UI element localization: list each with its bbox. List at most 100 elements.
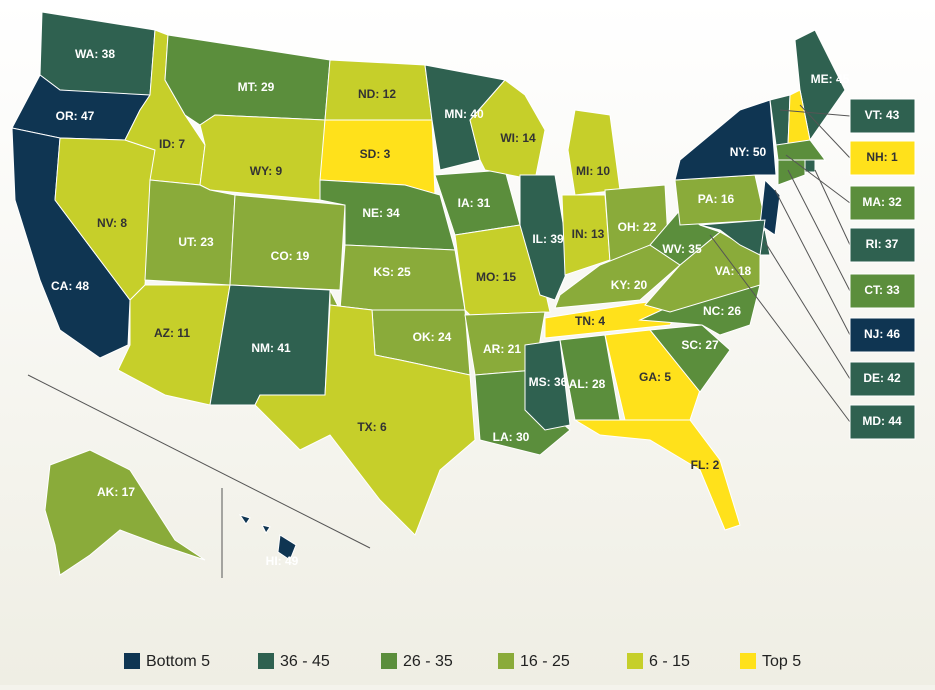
state — [199, 114, 326, 201]
state-label: GA: 5 — [639, 370, 671, 384]
callout-line — [814, 169, 851, 246]
legend-swatch — [498, 653, 514, 669]
state-label: KY: 20 — [611, 278, 648, 292]
state-label: NE: 34 — [362, 206, 400, 220]
state-label: IA: 31 — [458, 196, 491, 210]
state — [254, 304, 476, 536]
state-label: VT: 43 — [865, 108, 900, 122]
divider — [27, 374, 371, 549]
state-label: WI: 14 — [500, 131, 536, 145]
state-label: MA: 32 — [862, 195, 902, 209]
state-label: MT: 29 — [238, 80, 275, 94]
state-label: IL: 39 — [532, 232, 564, 246]
state-label: DE: 42 — [863, 371, 901, 385]
state-label: CO: 19 — [271, 249, 310, 263]
state-label: TX: 6 — [357, 420, 387, 434]
state-label: NM: 41 — [251, 341, 291, 355]
state — [144, 179, 236, 286]
legend-label: 6 - 15 — [649, 653, 690, 670]
callout-box — [849, 404, 916, 440]
state — [519, 174, 571, 301]
state-label: ND: 12 — [358, 87, 396, 101]
legend-label: Bottom 5 — [146, 653, 210, 670]
state-label: MS: 36 — [529, 375, 568, 389]
state — [699, 219, 766, 256]
state-label: SC: 27 — [681, 338, 719, 352]
state-label: NJ: 46 — [864, 327, 900, 341]
callout-box — [849, 185, 916, 221]
callout-box — [849, 98, 916, 134]
legend: Bottom 5 36 - 45 26 - 35 16 - 25 6 - 15 Top 5 — [124, 653, 801, 670]
state-label: AK: 17 — [97, 485, 135, 499]
state-label: FL: 2 — [691, 458, 720, 472]
state — [229, 194, 346, 291]
state-label: VA: 18 — [715, 264, 752, 278]
state-label: OH: 22 — [618, 220, 657, 234]
state-label: WY: 9 — [250, 164, 283, 178]
state — [649, 209, 722, 266]
callout-line — [787, 169, 851, 292]
callout-line — [764, 241, 851, 380]
legend-swatch — [124, 653, 140, 669]
legend-label: Top 5 — [762, 653, 801, 670]
callout-line — [779, 109, 851, 117]
state-label: NV: 8 — [97, 216, 127, 230]
legend-swatch — [381, 653, 397, 669]
callout-box — [849, 227, 916, 263]
state-label: ME: 45 — [811, 72, 850, 86]
state-label: CT: 33 — [864, 283, 900, 297]
state-label: UT: 23 — [178, 235, 214, 249]
legend-label: 26 - 35 — [403, 653, 453, 670]
state-label: RI: 37 — [866, 237, 899, 251]
state-label: MI: 10 — [576, 164, 610, 178]
state-label: MO: 15 — [476, 270, 516, 284]
state-label: WV: 35 — [662, 242, 702, 256]
callout-line — [774, 189, 851, 336]
state-label: HI: 49 — [266, 554, 299, 568]
state-label: CA: 48 — [51, 279, 89, 293]
state-label: OR: 47 — [56, 109, 95, 123]
state-label: IN: 13 — [572, 227, 605, 241]
state-label: MN: 40 — [444, 107, 484, 121]
callout-box — [849, 361, 916, 397]
states — [11, 11, 846, 576]
state-label: ID: 7 — [159, 137, 185, 151]
state-label: NC: 26 — [703, 304, 741, 318]
legend-swatch — [740, 653, 756, 669]
state-label: KS: 25 — [373, 265, 411, 279]
callout-line — [709, 234, 851, 423]
callout-line — [785, 154, 851, 204]
callout-box — [849, 317, 916, 353]
state-label: AZ: 11 — [154, 326, 190, 340]
state-label: TN: 4 — [575, 314, 605, 328]
callout-box — [849, 140, 916, 176]
legend-swatch — [258, 653, 274, 669]
state-label: NH: 1 — [866, 150, 898, 164]
state — [238, 514, 251, 525]
state-label: MD: 44 — [862, 414, 902, 428]
state — [567, 109, 621, 196]
callout-line — [799, 104, 851, 159]
legend-label: 36 - 45 — [280, 653, 330, 670]
legend-swatch — [627, 653, 643, 669]
state — [604, 329, 701, 421]
state-labels: WA: 38 OR: 47 CA: 48 NV: 8 ID: 7 MT: 29 WY: 9 U… — [51, 47, 916, 568]
state-label: AL: 28 — [569, 377, 606, 391]
state — [524, 339, 571, 431]
state-label: AR: 21 — [483, 342, 521, 356]
state — [649, 324, 731, 393]
state — [573, 419, 741, 531]
state — [777, 159, 806, 186]
legend-label: 16 - 25 — [520, 653, 570, 670]
state — [775, 139, 826, 161]
state — [674, 99, 777, 181]
callout-box — [849, 273, 916, 309]
state — [469, 79, 546, 181]
state-label: PA: 16 — [698, 192, 735, 206]
state-label: SD: 3 — [360, 147, 391, 161]
state — [277, 534, 297, 561]
state-label: WA: 38 — [75, 47, 115, 61]
state-label: LA: 30 — [493, 430, 530, 444]
